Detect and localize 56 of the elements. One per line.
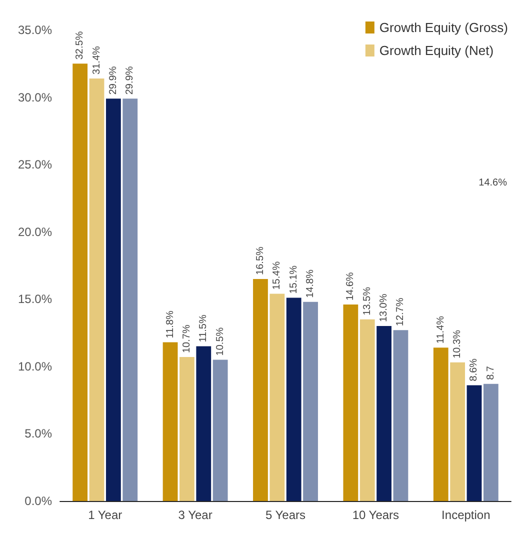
y-tick-label: 5.0% xyxy=(24,426,52,441)
data-label: 13.0% xyxy=(378,294,390,322)
y-tick-label: 15.0% xyxy=(18,292,52,306)
data-label: 16.5% xyxy=(254,246,266,275)
bar xyxy=(466,385,482,501)
x-tick-label: 10 Years xyxy=(352,508,400,522)
data-label: 29.9% xyxy=(124,66,136,95)
annotation: 14.6% xyxy=(478,178,508,188)
bar xyxy=(450,362,466,501)
bar xyxy=(162,342,178,501)
bar xyxy=(376,326,392,501)
bar xyxy=(393,330,408,501)
bar xyxy=(122,98,138,501)
data-label: 14.8% xyxy=(305,269,316,298)
bar xyxy=(343,304,358,501)
data-label: 10.3% xyxy=(452,330,464,358)
bar xyxy=(270,294,285,501)
data-label: 15.1% xyxy=(288,265,300,294)
data-label: 10.5% xyxy=(214,327,226,356)
y-tick-label: 10.0% xyxy=(18,359,52,374)
data-label: 11.5% xyxy=(198,314,210,342)
data-label: 8.6% xyxy=(468,358,480,382)
y-tick-label: 35.0% xyxy=(18,23,52,37)
x-tick-label: 1 Year xyxy=(88,508,122,522)
data-label: 32.5% xyxy=(74,31,86,60)
data-label: 11.8% xyxy=(164,310,176,338)
data-label: 15.4% xyxy=(272,261,283,290)
bar xyxy=(433,348,448,501)
bar xyxy=(106,98,121,501)
data-label: 8.7 xyxy=(485,366,496,380)
legend-label: Growth Equity (Gross) xyxy=(379,20,508,35)
legend-label: Growth Equity (Net) xyxy=(379,43,494,58)
bar xyxy=(180,357,194,501)
bar xyxy=(196,346,212,501)
data-label: 10.7% xyxy=(181,324,192,354)
bar xyxy=(286,298,302,501)
data-label: 14.6% xyxy=(345,272,356,301)
bar xyxy=(212,360,228,501)
data-label: 31.4% xyxy=(91,46,102,74)
bar xyxy=(253,278,268,501)
x-tick-label: 5 Years xyxy=(265,508,306,522)
bar xyxy=(89,78,104,501)
bar xyxy=(72,64,88,501)
y-tick-label: 0.0% xyxy=(24,494,52,508)
y-tick-label: 20.0% xyxy=(18,224,52,239)
bar xyxy=(360,319,375,501)
bar xyxy=(303,302,318,501)
data-label: 29.9% xyxy=(108,66,119,95)
y-tick-label: 30.0% xyxy=(18,90,52,104)
x-tick-label: 3 Year xyxy=(178,508,212,522)
x-tick-label: Inception xyxy=(442,508,490,522)
data-label: 12.7% xyxy=(395,298,406,326)
y-tick-label: 25.0% xyxy=(18,158,52,172)
data-label: 13.5% xyxy=(362,286,373,316)
bar xyxy=(483,384,498,501)
data-label: 11.4% xyxy=(435,316,446,344)
